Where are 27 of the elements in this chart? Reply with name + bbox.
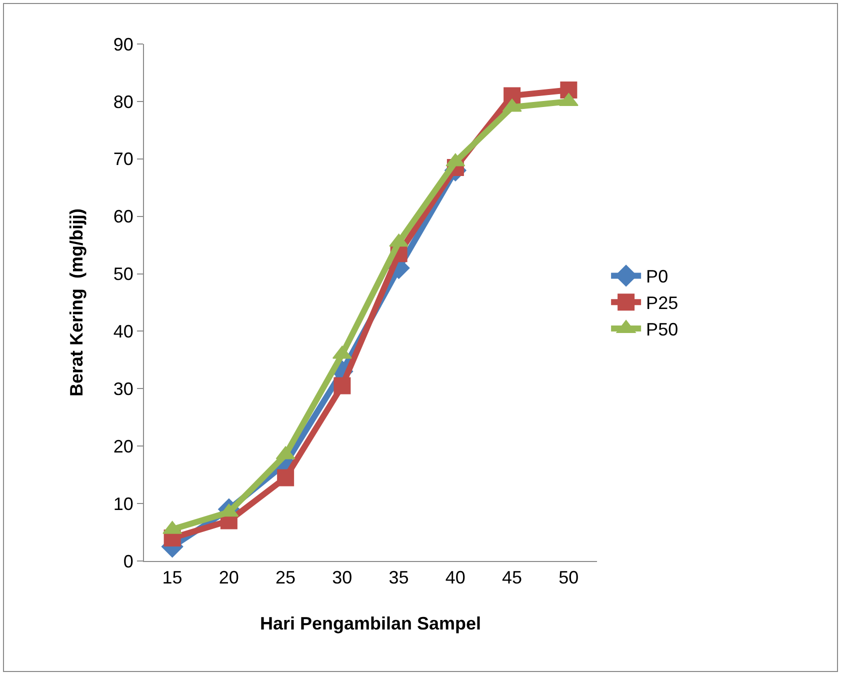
y-tick-label: 80: [113, 92, 134, 112]
y-axis-title: Berat Kering (mg/bijj): [66, 208, 87, 397]
y-tick-label: 10: [113, 494, 134, 514]
y-tick-label: 70: [113, 149, 134, 170]
x-axis-title: Hari Pengambilan Sampel: [260, 614, 482, 634]
legend-label: P25: [646, 293, 678, 314]
x-tick-label: 30: [332, 568, 352, 588]
y-tick-label: 30: [113, 378, 134, 399]
point: [560, 81, 578, 98]
x-tick-label: 40: [445, 568, 466, 588]
y-tick-label: 0: [123, 551, 134, 572]
y-tick-label: 40: [113, 322, 134, 342]
y-tick-label: 50: [113, 264, 134, 284]
y-tick-label: 60: [113, 206, 134, 227]
x-tick-label: 20: [218, 568, 239, 588]
x-tick-label: 50: [558, 568, 579, 588]
x-tick-label: 35: [388, 568, 409, 588]
point: [277, 469, 294, 486]
x-tick-label: 45: [502, 568, 522, 588]
legend-label: P50: [646, 320, 678, 340]
x-tick-label: 25: [276, 568, 296, 588]
y-tick-label: 90: [113, 34, 134, 54]
point: [504, 87, 521, 104]
y-tick-label: 20: [113, 436, 134, 456]
point: [334, 377, 351, 394]
legend-label: P0: [646, 266, 668, 287]
x-tick-label: 15: [162, 568, 182, 588]
